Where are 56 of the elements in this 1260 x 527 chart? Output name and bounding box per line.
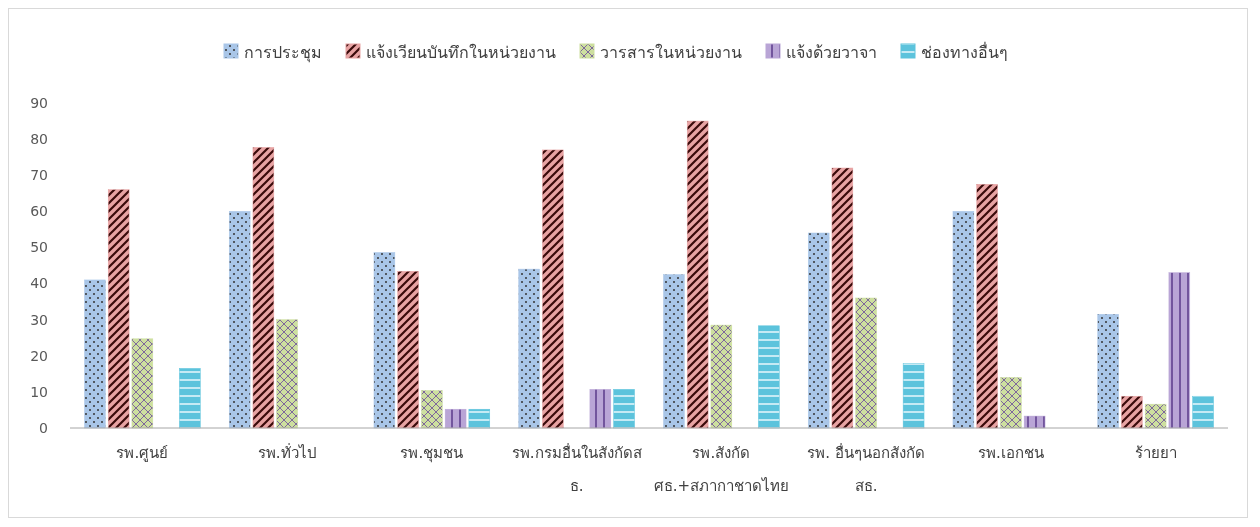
bar	[831, 167, 854, 429]
y-tick-label: 90	[30, 94, 48, 111]
x-tick-label: รพ.ศูนย์	[116, 444, 169, 462]
x-tick-label: รพ. อื่นๆนอกสังกัด สธ.	[807, 442, 925, 495]
legend-label: แจ้งด้วยวาจา	[786, 42, 877, 62]
bar	[710, 324, 733, 429]
y-tick-label: 30	[30, 311, 48, 328]
bar	[518, 268, 540, 429]
bar	[589, 389, 612, 429]
bar	[686, 120, 709, 429]
bar	[468, 408, 491, 429]
bar	[613, 389, 635, 429]
bar	[179, 368, 201, 429]
bar	[84, 279, 106, 429]
x-tick-label: รพ.ชุมชน	[400, 444, 464, 463]
x-tick-label: รพ.เอกชน	[977, 444, 1044, 462]
y-tick-label: 80	[30, 131, 48, 148]
y-tick-label: 0	[39, 419, 48, 436]
legend-label: วารสารในหน่วยงาน	[600, 42, 742, 62]
bar	[663, 274, 685, 429]
bar	[1000, 377, 1022, 429]
bar	[373, 252, 396, 429]
bar	[976, 184, 998, 429]
y-tick-label: 70	[30, 167, 48, 184]
y-tick-label: 20	[30, 347, 48, 364]
bar	[131, 338, 154, 429]
bar	[397, 271, 419, 429]
bar	[276, 319, 298, 429]
y-tick-label: 10	[30, 383, 48, 400]
y-tick-label: 40	[30, 275, 48, 292]
x-tick-label: รพ.ทั่วไป	[257, 442, 317, 462]
bar	[444, 408, 467, 429]
y-tick-label: 50	[30, 239, 48, 256]
bar	[807, 232, 830, 429]
bar	[952, 211, 975, 429]
legend-label: การประชุม	[244, 42, 322, 63]
bar	[1144, 403, 1167, 429]
bar	[758, 325, 780, 429]
bar	[542, 149, 564, 429]
bar	[228, 211, 251, 429]
bar	[107, 189, 130, 429]
bar	[902, 363, 925, 429]
bar	[1023, 415, 1046, 429]
x-tick-label: รพ.กรมอื่นในสังกัดสธ.	[511, 442, 642, 495]
bar	[1168, 272, 1191, 429]
legend-label: แจ้งเวียนบันทึกในหน่วยงาน	[366, 42, 556, 62]
y-tick-label: 60	[30, 203, 48, 220]
bar	[1097, 314, 1119, 429]
x-tick-label: รพ.สังกัด ศธ.+สภากาชาดไทย	[653, 444, 790, 495]
legend-label: ช่องทางอื่นๆ	[921, 40, 1008, 62]
bar	[1192, 395, 1214, 429]
bar	[421, 390, 443, 429]
bar	[855, 297, 877, 429]
x-tick-label: ร้ายยา	[1134, 444, 1177, 462]
bar	[252, 147, 275, 429]
bar	[1121, 395, 1143, 429]
